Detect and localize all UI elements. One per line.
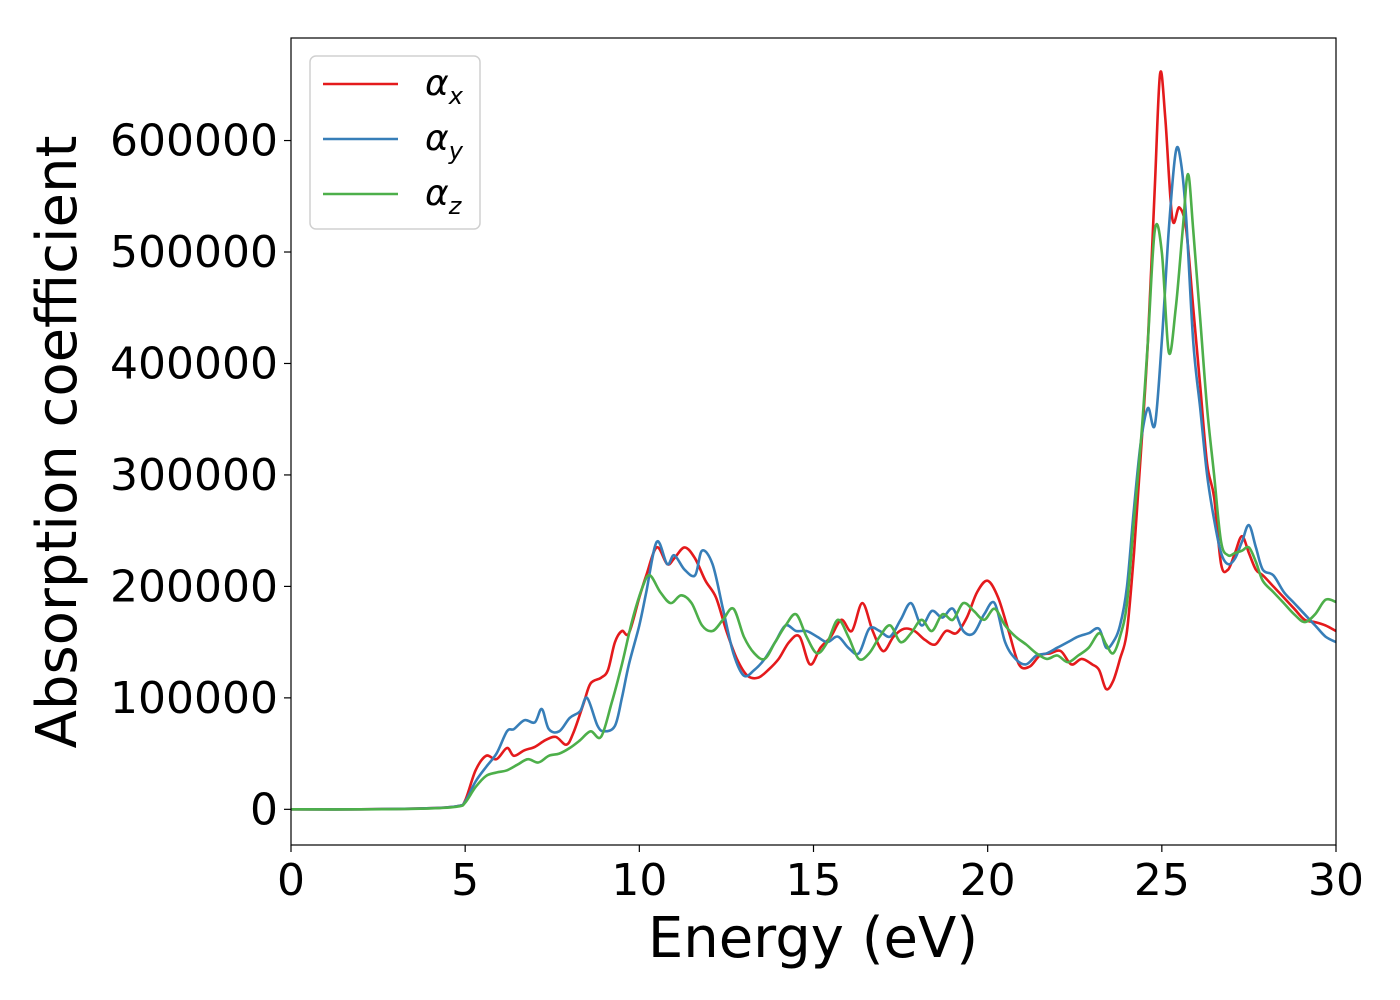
series-line-y xyxy=(290,145,1337,811)
x-tick-label: 30 xyxy=(1308,855,1364,906)
x-tick-label: 20 xyxy=(960,855,1016,906)
x-tick-label: 15 xyxy=(786,855,842,906)
y-axis-ticks: 0 100000 200000 300000 400000 500000 600000 xyxy=(110,116,291,835)
legend-box xyxy=(309,55,481,230)
x-axis-ticks: 0 5 10 15 20 25 30 xyxy=(277,845,1364,906)
x-axis-title: Energy (eV) xyxy=(648,906,978,971)
y-tick-label: 600000 xyxy=(110,116,278,167)
y-tick-label: 300000 xyxy=(110,450,278,501)
y-tick-label: 400000 xyxy=(110,338,278,389)
series-lines xyxy=(290,70,1337,811)
y-tick-label: 200000 xyxy=(110,561,278,612)
x-tick-label: 0 xyxy=(277,855,305,906)
y-axis-title: Absorption coefficient xyxy=(25,136,90,749)
y-tick-label: 0 xyxy=(250,784,278,835)
series-line-x xyxy=(290,70,1337,811)
y-tick-label: 500000 xyxy=(110,227,278,278)
x-tick-label: 5 xyxy=(451,855,479,906)
y-tick-label: 100000 xyxy=(110,673,278,724)
series-line-z xyxy=(290,172,1337,811)
x-tick-label: 10 xyxy=(611,855,667,906)
x-tick-label: 25 xyxy=(1134,855,1190,906)
